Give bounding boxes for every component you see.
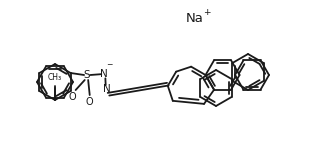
Text: S: S [83,70,90,80]
Text: O: O [86,97,94,107]
Text: N: N [100,69,108,79]
Text: CH₃: CH₃ [48,73,62,82]
Text: Na: Na [186,12,204,25]
Text: O: O [69,92,76,102]
Text: N: N [103,84,111,94]
Text: −: − [106,60,113,69]
Text: +: + [203,8,211,17]
